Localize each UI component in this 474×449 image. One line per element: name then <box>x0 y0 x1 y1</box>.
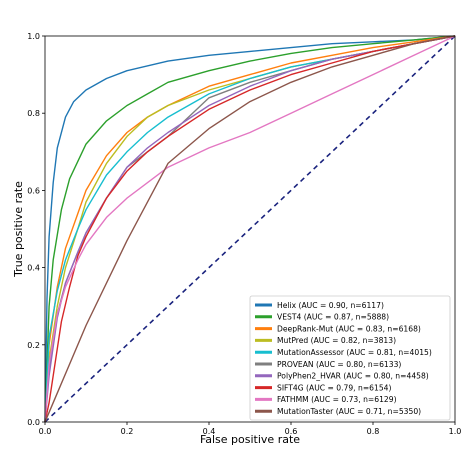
series-line-0 <box>44 35 456 423</box>
series-line-9 <box>44 35 456 423</box>
legend-entry-5: PROVEAN (AUC = 0.80, n=6133) <box>277 360 401 369</box>
y-tick-label: 0.0 <box>27 418 40 427</box>
plot-frame <box>44 35 456 423</box>
y-tick-label: 1.0 <box>27 32 40 41</box>
y-tick-label: 0.2 <box>27 341 40 350</box>
x-tick-label: 1.0 <box>449 427 462 436</box>
x-axis-label: False positive rate <box>200 433 300 446</box>
y-axis-ticks: 0.0 0.2 0.4 0.6 0.8 1.0 <box>27 32 45 427</box>
y-tick-label: 0.8 <box>27 109 40 118</box>
legend-entry-0: Helix (AUC = 0.90, n=6117) <box>277 301 384 310</box>
legend-box <box>249 295 451 421</box>
y-tick-label: 0.6 <box>27 186 40 195</box>
y-axis-label: True positive rate <box>12 181 25 278</box>
diagonal-layer <box>44 35 456 423</box>
legend: Helix (AUC = 0.90, n=6117) VEST4 (AUC = 0… <box>249 295 451 421</box>
diagonal-reference-line <box>44 35 456 423</box>
legend-entry-6: PolyPhen2_HVAR (AUC = 0.80, n=4458) <box>277 372 429 381</box>
legend-entry-7: SIFT4G (AUC = 0.79, n=6154) <box>277 383 392 392</box>
series-line-1 <box>44 35 456 423</box>
series-layer <box>44 35 456 423</box>
x-tick-label: 0.2 <box>121 427 134 436</box>
x-tick-label: 0.4 <box>203 427 216 436</box>
legend-entry-2: DeepRank-Mut (AUC = 0.83, n=6168) <box>277 324 421 333</box>
x-tick-label: 0.0 <box>39 427 52 436</box>
series-line-7 <box>44 35 456 423</box>
x-axis-ticks: 0.0 0.2 0.4 0.6 0.8 1.0 <box>39 422 462 436</box>
series-line-8 <box>44 35 456 423</box>
legend-entry-8: FATHMM (AUC = 0.73, n=6129) <box>277 395 397 404</box>
x-tick-label: 0.8 <box>367 427 380 436</box>
legend-entry-9: MutationTaster (AUC = 0.71, n=5350) <box>277 407 421 416</box>
x-tick-label: 0.6 <box>285 427 298 436</box>
legend-entry-3: MutPred (AUC = 0.82, n=3813) <box>277 336 396 345</box>
legend-entry-4: MutationAssessor (AUC = 0.81, n=4015) <box>277 348 432 357</box>
y-tick-label: 0.4 <box>27 264 40 273</box>
legend-entry-1: VEST4 (AUC = 0.87, n=5888) <box>277 313 389 322</box>
